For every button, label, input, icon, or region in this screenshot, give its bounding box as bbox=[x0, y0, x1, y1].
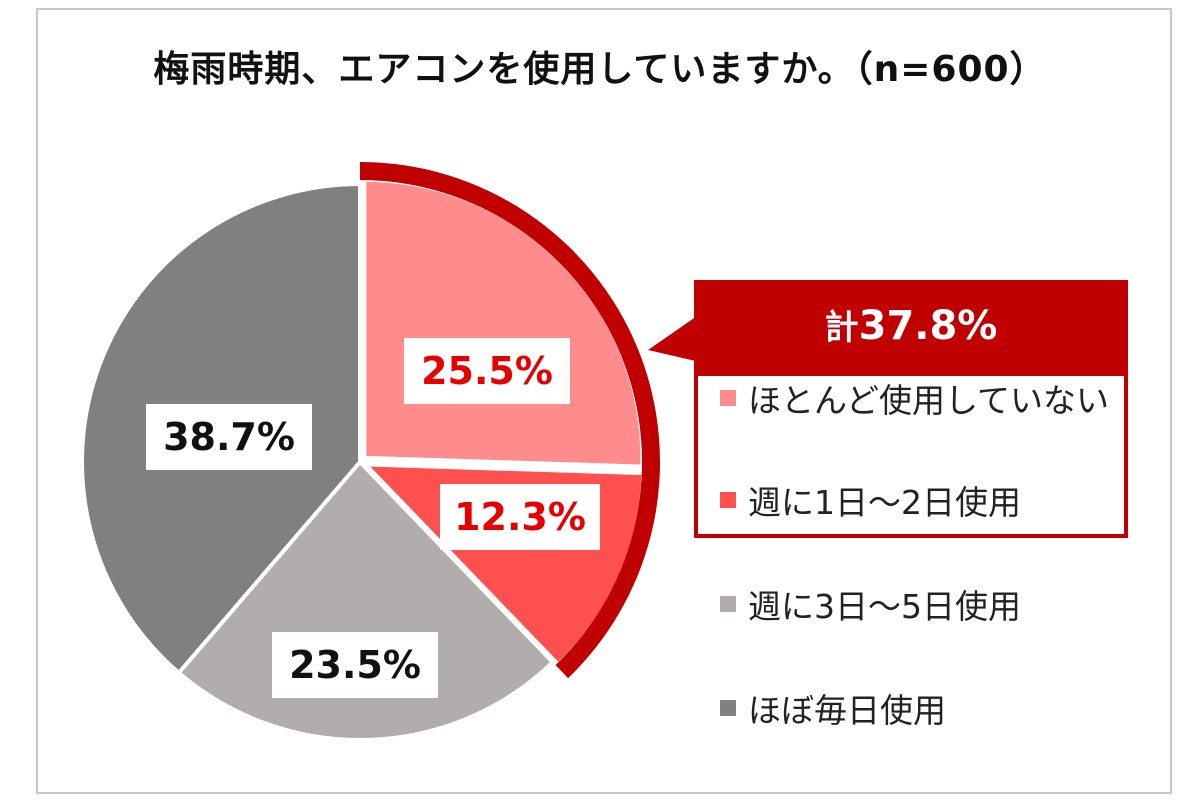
highlight-value: 37.8% bbox=[858, 303, 998, 349]
legend-item-shu-3-5: 週に3日～5日使用 bbox=[720, 582, 1021, 626]
legend-swatch bbox=[720, 596, 736, 612]
slice-label-shu-3-5: 23.5% bbox=[272, 632, 438, 698]
highlight-total-badge: 計37.8% bbox=[694, 280, 1128, 372]
pie-slice-hotondo bbox=[362, 177, 645, 469]
legend-label: ほとんど使用していない bbox=[748, 381, 1110, 420]
legend-swatch bbox=[720, 390, 736, 406]
highlight-legend-box bbox=[694, 372, 1128, 538]
chart-title: 梅雨時期、エアコンを使用していますか。（n=600） bbox=[153, 49, 1047, 90]
legend-item-hotondo: ほとんど使用していない bbox=[720, 376, 1109, 420]
highlight-ring bbox=[360, 162, 660, 679]
slice-label-hobo-mainichi: 38.7% bbox=[146, 404, 312, 470]
legend-item-hobo-mainichi: ほぼ毎日使用 bbox=[720, 686, 946, 730]
legend-item-shu-1-2: 週に1日～2日使用 bbox=[720, 478, 1021, 522]
legend-label: 週に1日～2日使用 bbox=[748, 483, 1021, 522]
callout-pointer bbox=[648, 314, 700, 362]
highlight-prefix: 計 bbox=[824, 308, 859, 348]
slice-label-shu-1-2: 12.3% bbox=[440, 484, 600, 550]
legend-swatch bbox=[720, 492, 736, 508]
legend-swatch bbox=[720, 700, 736, 716]
legend-label: 週に3日～5日使用 bbox=[748, 587, 1021, 626]
legend-label: ほぼ毎日使用 bbox=[748, 691, 946, 730]
slice-label-hotondo: 25.5% bbox=[404, 338, 570, 404]
